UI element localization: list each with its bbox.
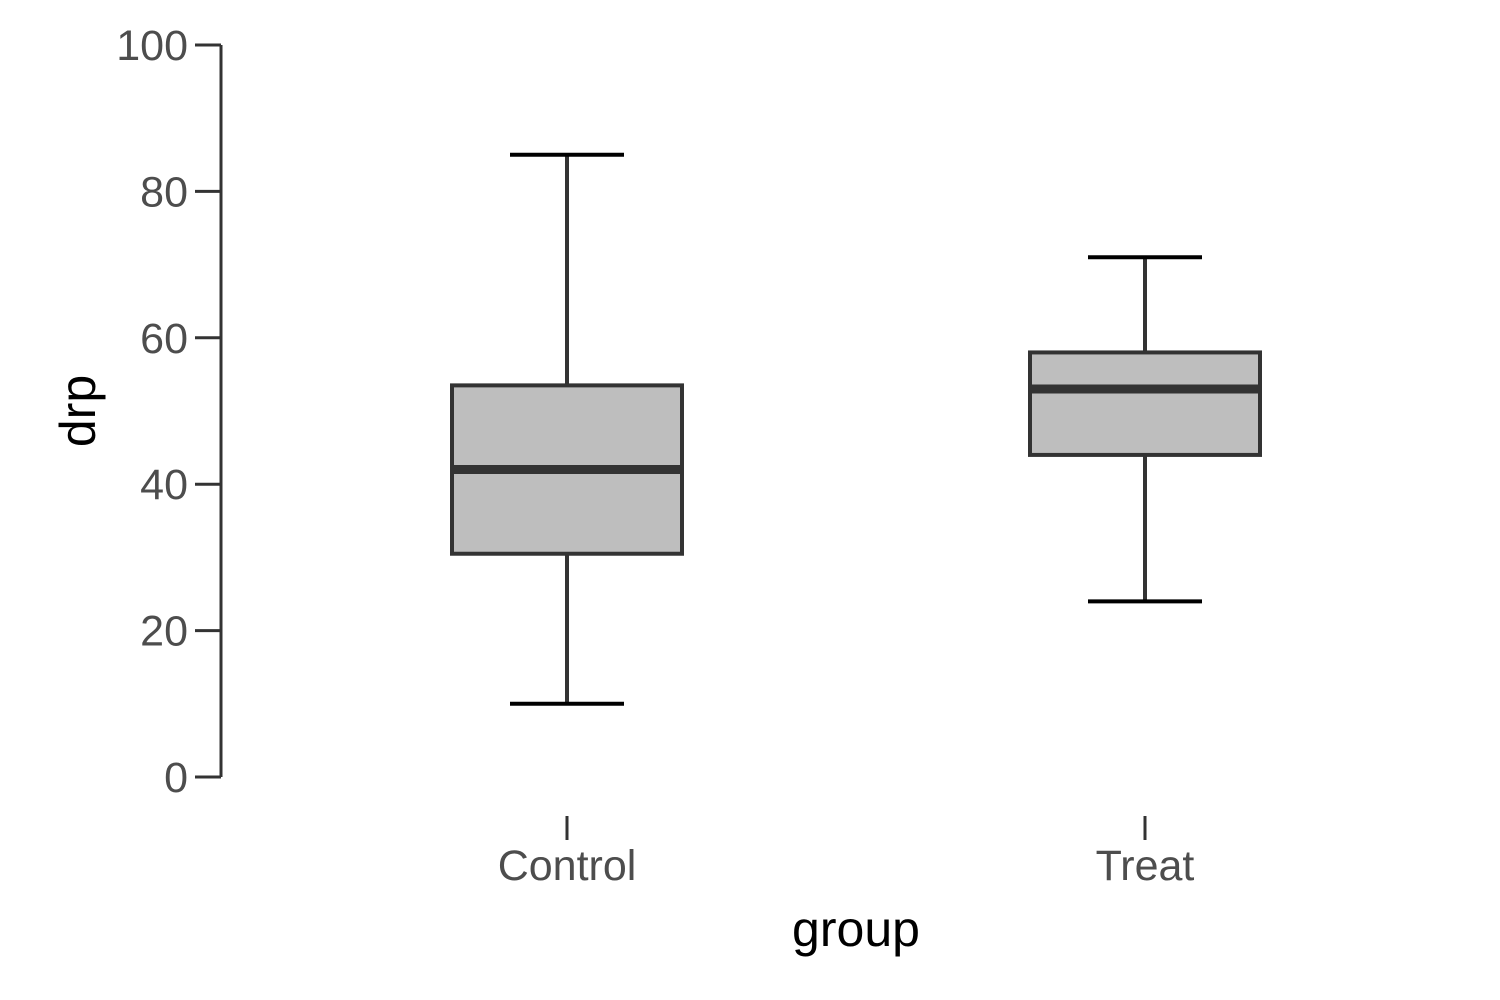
x-axis-title: group [792, 901, 920, 957]
x-tick-label: Control [498, 842, 637, 890]
boxes [450, 152, 1262, 706]
x-axis: Control Treat [498, 816, 1195, 890]
y-axis: 0 20 40 60 80 100 [116, 22, 223, 802]
y-tick-label: 100 [116, 22, 188, 70]
y-axis-title: drp [50, 375, 106, 447]
y-tick-label: 20 [140, 608, 188, 656]
y-ticks: 0 20 40 60 80 100 [116, 22, 221, 802]
x-tick-label: Treat [1096, 842, 1195, 890]
y-tick-label: 40 [140, 461, 188, 509]
iqr-box [1028, 350, 1262, 457]
y-tick-label: 80 [140, 168, 188, 216]
y-tick-label: 60 [140, 315, 188, 363]
box-control [450, 152, 684, 706]
box-treat [1028, 255, 1262, 604]
y-tick-label: 0 [164, 754, 188, 802]
